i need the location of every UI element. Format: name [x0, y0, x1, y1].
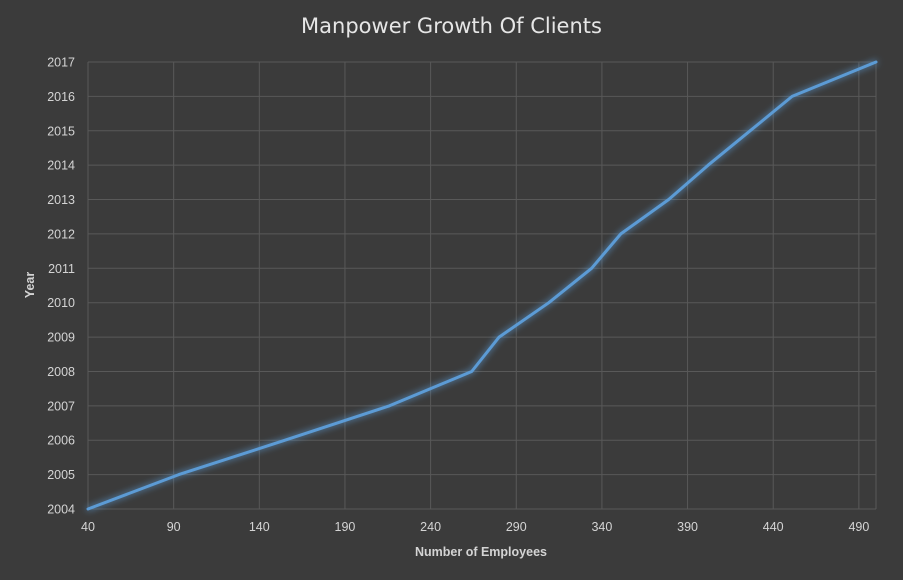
x-axis-ticks: 40 90 140 190 240 290 340 390 440 490 [81, 520, 869, 534]
x-tick-label: 440 [763, 520, 784, 534]
y-tick-label: 2004 [47, 503, 75, 517]
x-tick-label: 90 [167, 520, 181, 534]
x-tick-label: 290 [506, 520, 527, 534]
y-tick-label: 2016 [47, 90, 75, 104]
y-tick-label: 2005 [47, 468, 75, 482]
x-axis-title: Number of Employees [415, 545, 547, 559]
x-tick-label: 390 [677, 520, 698, 534]
x-tick-label: 40 [81, 520, 95, 534]
x-tick-label: 190 [335, 520, 356, 534]
y-axis-title: Year [23, 272, 37, 299]
chart-title: Manpower Growth Of Clients [301, 14, 602, 38]
y-tick-label: 2014 [47, 159, 75, 173]
y-tick-label: 2010 [47, 296, 75, 310]
x-tick-label: 490 [848, 520, 869, 534]
x-tick-label: 140 [249, 520, 270, 534]
y-axis-ticks: 2004 2005 2006 2007 2008 2009 2010 2011 2012 2013… [47, 56, 75, 517]
y-tick-label: 2012 [47, 227, 75, 241]
y-tick-label: 2006 [47, 434, 75, 448]
y-tick-label: 2013 [47, 193, 75, 207]
y-tick-label: 2007 [47, 399, 75, 413]
y-tick-label: 2017 [47, 56, 75, 70]
y-tick-label: 2008 [47, 365, 75, 379]
series-layer [86, 60, 878, 511]
y-tick-label: 2011 [48, 262, 75, 276]
x-tick-label: 240 [420, 520, 441, 534]
y-tick-label: 2015 [47, 124, 75, 138]
x-tick-label: 340 [591, 520, 612, 534]
gridlines [87, 61, 877, 510]
y-tick-label: 2009 [47, 331, 75, 345]
series-line [86, 60, 878, 511]
